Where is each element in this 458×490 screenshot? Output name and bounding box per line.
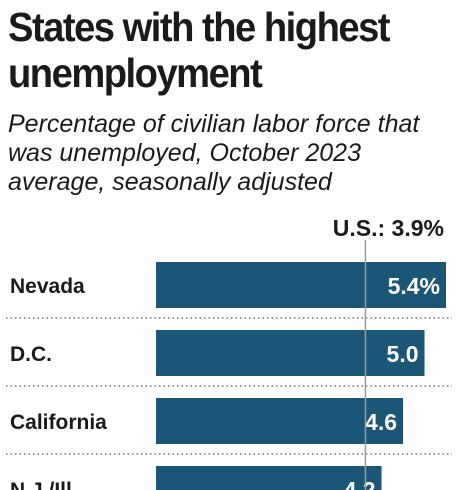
value-label-0: 5.4% [388, 273, 440, 299]
chart-title: States with the highest unemployment [8, 4, 391, 96]
category-label-3: N.J./Ill. [10, 479, 78, 490]
bar-2 [156, 398, 404, 444]
reference-layer: U.S.: 3.9% [333, 215, 444, 490]
us-average-label: U.S.: 3.9% [333, 215, 444, 241]
value-label-1: 5.0 [387, 341, 419, 367]
category-label-1: D.C. [10, 343, 52, 366]
value-label-2: 4.6 [365, 409, 397, 435]
bars-layer: Nevada 5.4% D.C. 5.0 California 4.6 N.J./Ill. 4… [6, 262, 452, 490]
chart-subtitle: Percentage of civilian labor force that … [8, 110, 420, 196]
value-label-3: 4.2 [344, 477, 376, 490]
bar-0 [156, 262, 446, 308]
category-label-0: Nevada [10, 275, 85, 298]
bar-3 [156, 466, 382, 490]
category-label-2: California [10, 411, 107, 434]
bar-1 [156, 330, 425, 376]
